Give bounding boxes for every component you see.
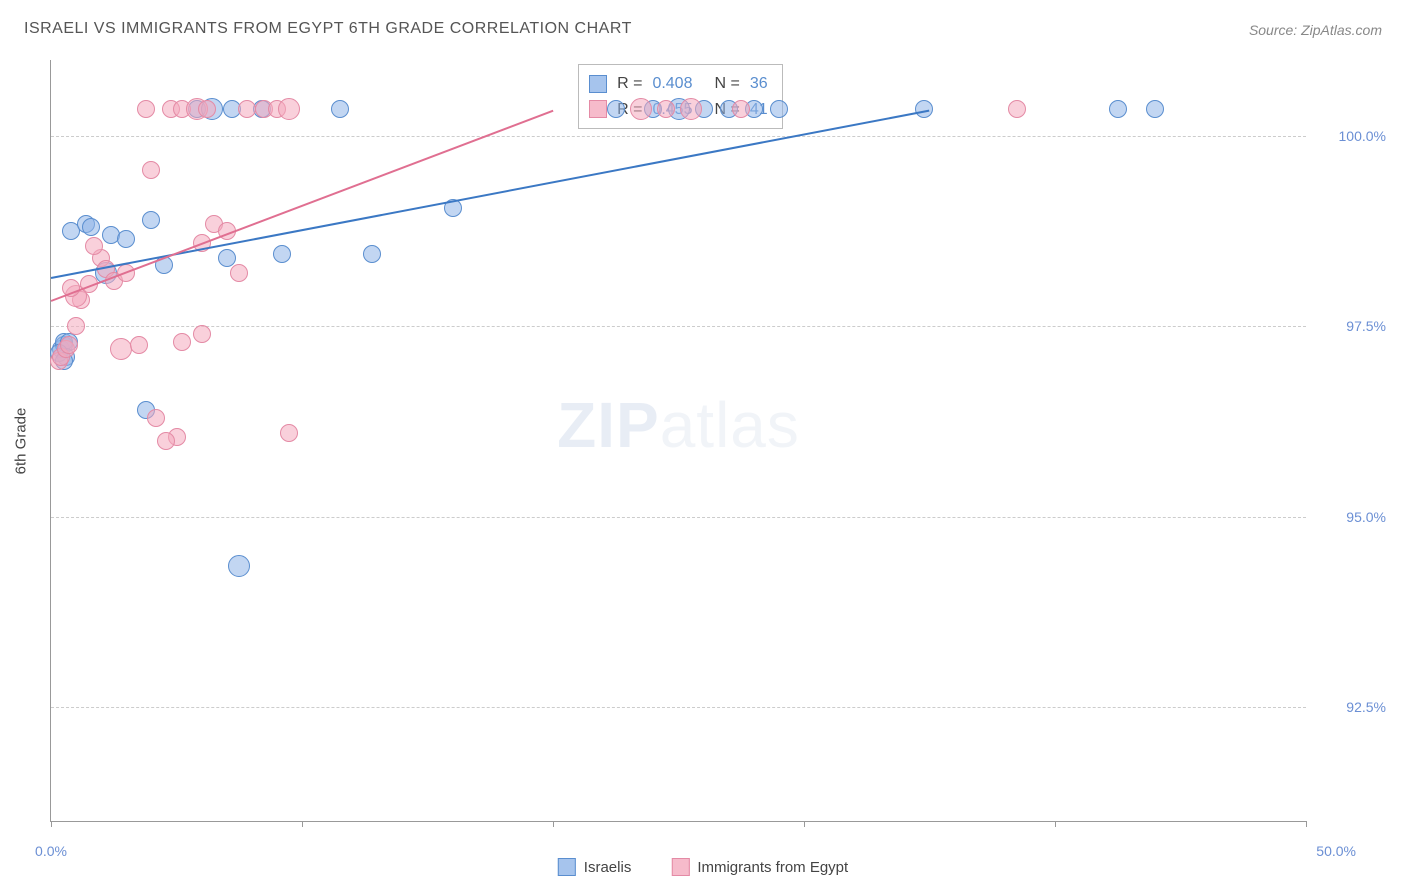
swatch-pink-icon bbox=[589, 100, 607, 118]
data-point bbox=[85, 237, 103, 255]
x-tick-mark bbox=[51, 821, 52, 827]
y-tick-label: 92.5% bbox=[1346, 699, 1386, 715]
data-point bbox=[228, 555, 250, 577]
data-point bbox=[278, 98, 300, 120]
watermark-bold: ZIP bbox=[557, 389, 660, 461]
chart-container: ISRAELI VS IMMIGRANTS FROM EGYPT 6TH GRA… bbox=[0, 0, 1406, 892]
data-point bbox=[157, 432, 175, 450]
stat-n-label: N = bbox=[714, 71, 739, 97]
legend-item-egypt: Immigrants from Egypt bbox=[671, 858, 848, 876]
stats-row-israelis: R = 0.408 N = 36 bbox=[589, 71, 768, 97]
x-tick-mark bbox=[1306, 821, 1307, 827]
x-tick-mark bbox=[1055, 821, 1056, 827]
data-point bbox=[142, 211, 160, 229]
data-point bbox=[1008, 100, 1026, 118]
data-point bbox=[238, 100, 256, 118]
data-point bbox=[218, 249, 236, 267]
gridline bbox=[51, 707, 1306, 708]
gridline bbox=[51, 326, 1306, 327]
data-point bbox=[173, 333, 191, 351]
legend-swatch-blue-icon bbox=[558, 858, 576, 876]
gridline bbox=[51, 517, 1306, 518]
stat-n-israelis: 36 bbox=[750, 71, 768, 97]
data-point bbox=[110, 338, 132, 360]
y-axis-title: 6th Grade bbox=[13, 407, 30, 474]
legend-label-egypt: Immigrants from Egypt bbox=[697, 859, 848, 876]
data-point bbox=[67, 317, 85, 335]
x-tick-label-last: 50.0% bbox=[1316, 843, 1356, 859]
chart-title: ISRAELI VS IMMIGRANTS FROM EGYPT 6TH GRA… bbox=[24, 20, 632, 38]
data-point bbox=[630, 98, 652, 120]
data-point bbox=[680, 98, 702, 120]
source-attribution: Source: ZipAtlas.com bbox=[1249, 22, 1382, 38]
data-point bbox=[331, 100, 349, 118]
legend-item-israelis: Israelis bbox=[558, 858, 632, 876]
data-point bbox=[130, 336, 148, 354]
x-tick-mark bbox=[553, 821, 554, 827]
data-point bbox=[60, 336, 78, 354]
data-point bbox=[770, 100, 788, 118]
data-point bbox=[117, 230, 135, 248]
legend-swatch-pink-icon bbox=[671, 858, 689, 876]
x-tick-mark bbox=[302, 821, 303, 827]
stat-r-israelis: 0.408 bbox=[652, 71, 692, 97]
data-point bbox=[82, 218, 100, 236]
data-point bbox=[193, 325, 211, 343]
gridline bbox=[51, 136, 1306, 137]
watermark: ZIPatlas bbox=[557, 388, 800, 462]
data-point bbox=[1146, 100, 1164, 118]
stat-r-label: R = bbox=[617, 71, 642, 97]
y-tick-label: 97.5% bbox=[1346, 318, 1386, 334]
data-point bbox=[273, 245, 291, 263]
data-point bbox=[1109, 100, 1127, 118]
x-tick-label-first: 0.0% bbox=[35, 843, 67, 859]
x-tick-mark bbox=[804, 821, 805, 827]
legend: Israelis Immigrants from Egypt bbox=[558, 858, 848, 876]
legend-label-israelis: Israelis bbox=[584, 859, 632, 876]
data-point bbox=[732, 100, 750, 118]
data-point bbox=[363, 245, 381, 263]
data-point bbox=[137, 100, 155, 118]
swatch-blue-icon bbox=[589, 75, 607, 93]
y-tick-label: 100.0% bbox=[1339, 128, 1386, 144]
watermark-light: atlas bbox=[660, 389, 800, 461]
data-point bbox=[230, 264, 248, 282]
plot-area: ZIPatlas 6th Grade R = 0.408 N = 36 R = … bbox=[50, 60, 1306, 822]
data-point bbox=[607, 100, 625, 118]
y-tick-label: 95.0% bbox=[1346, 509, 1386, 525]
data-point bbox=[147, 409, 165, 427]
trendline bbox=[51, 110, 554, 302]
data-point bbox=[142, 161, 160, 179]
data-point bbox=[280, 424, 298, 442]
data-point bbox=[198, 100, 216, 118]
data-point bbox=[657, 100, 675, 118]
